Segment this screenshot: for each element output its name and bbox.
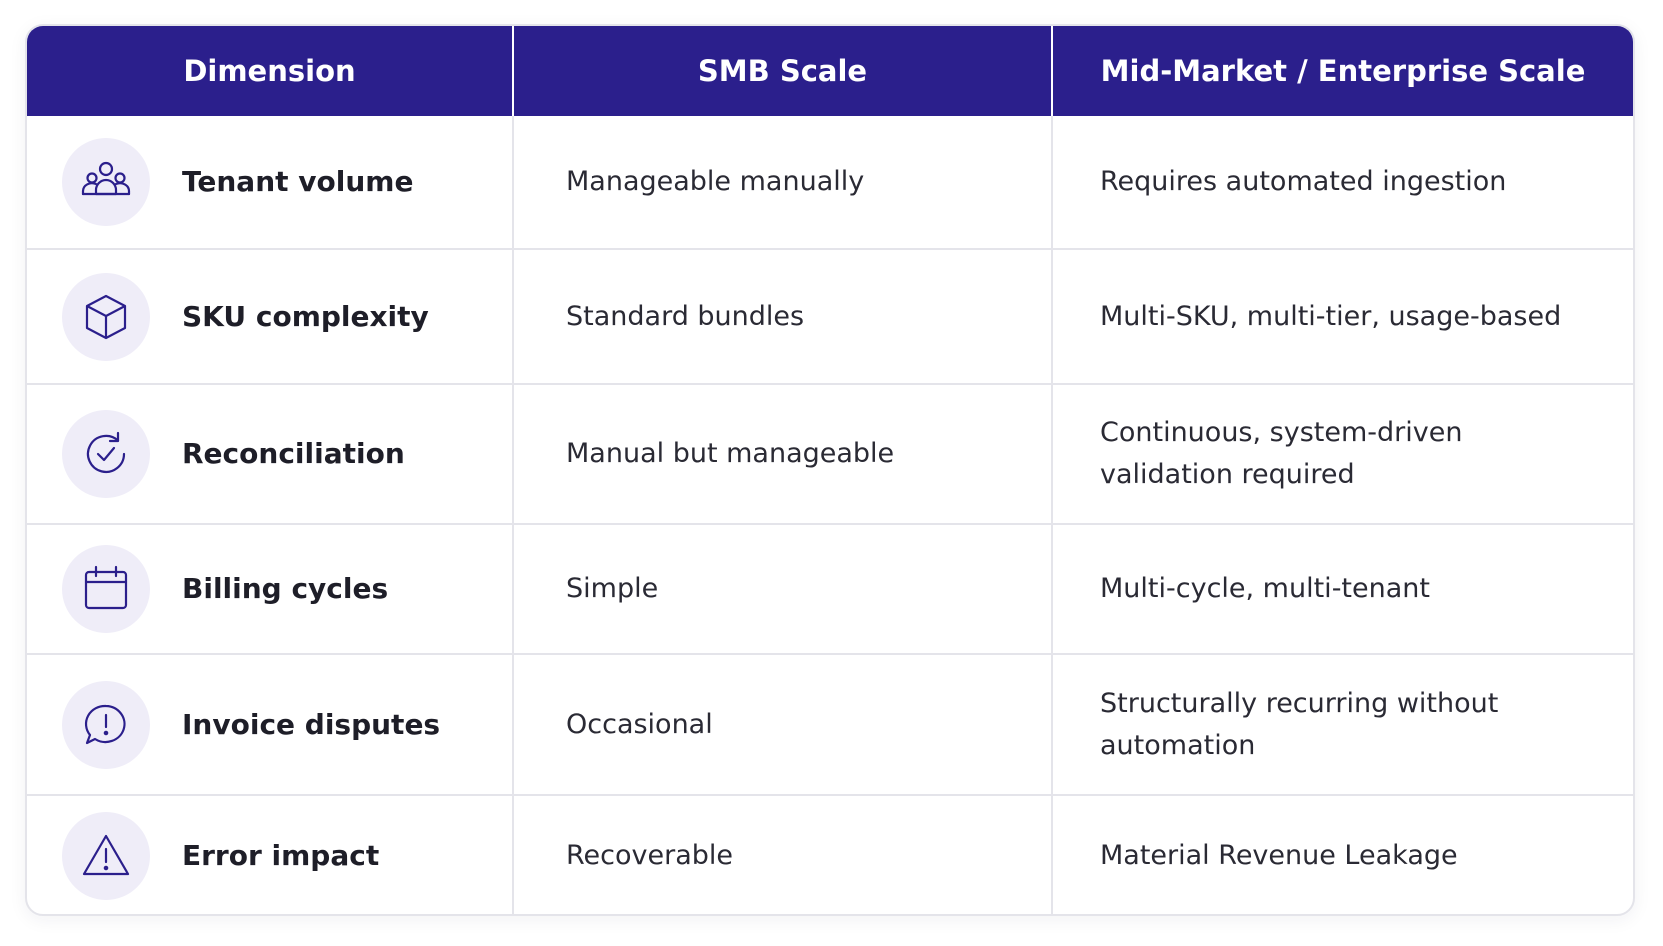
dimension-cell: Billing cycles xyxy=(27,523,513,654)
dimension-cell: Error impact xyxy=(27,794,513,914)
table-row: Invoice disputes Occasional Structurally… xyxy=(27,653,1633,795)
dimension-label: Reconciliation xyxy=(182,437,405,470)
smb-value: Manual but manageable xyxy=(512,383,1052,524)
icon-badge xyxy=(62,545,150,633)
dimension-label: Tenant volume xyxy=(182,165,414,198)
table-row: Error impact Recoverable Material Revenu… xyxy=(27,794,1633,914)
smb-value: Manageable manually xyxy=(512,116,1052,249)
dimension-label: SKU complexity xyxy=(182,299,429,333)
dimension-label: Billing cycles xyxy=(182,572,389,605)
smb-value: Occasional xyxy=(512,653,1052,795)
header-enterprise-scale: Mid-Market / Enterprise Scale xyxy=(1051,26,1633,116)
enterprise-value: Material Revenue Leakage xyxy=(1051,794,1633,914)
table-row: Billing cycles Simple Multi-cycle, multi… xyxy=(27,523,1633,654)
alert-bubble-icon xyxy=(84,704,126,744)
enterprise-value: Multi-cycle, multi-tenant xyxy=(1051,523,1633,654)
refresh-check-icon xyxy=(86,431,126,474)
cube-icon xyxy=(85,294,127,339)
smb-value: Recoverable xyxy=(512,794,1052,914)
dimension-cell: Invoice disputes xyxy=(27,653,513,795)
table-row: Reconciliation Manual but manageable Con… xyxy=(27,383,1633,524)
users-icon xyxy=(81,161,131,196)
calendar-icon xyxy=(84,565,128,610)
table-row: Tenant volume Manageable manually Requir… xyxy=(27,116,1633,249)
table-row: SKU complexity Standard bundles Multi-SK… xyxy=(27,248,1633,384)
dimension-cell: Reconciliation xyxy=(27,383,513,524)
icon-badge xyxy=(62,680,150,769)
dimension-cell: Tenant volume xyxy=(27,116,513,249)
enterprise-value: Requires automated ingestion xyxy=(1051,116,1633,249)
dimension-label: Error impact xyxy=(182,839,380,872)
enterprise-value: Structurally recurring without automatio… xyxy=(1051,653,1633,795)
icon-badge xyxy=(62,272,150,361)
smb-value: Standard bundles xyxy=(512,248,1052,384)
icon-badge xyxy=(62,410,150,498)
header-dimension: Dimension xyxy=(27,26,513,116)
enterprise-value: Continuous, system-driven validation req… xyxy=(1051,383,1633,524)
dimension-cell: SKU complexity xyxy=(27,248,513,384)
smb-value: Simple xyxy=(512,523,1052,654)
header-smb-scale: SMB Scale xyxy=(512,26,1052,116)
icon-badge xyxy=(62,812,150,900)
table-header-row: Dimension SMB Scale Mid-Market / Enterpr… xyxy=(27,26,1633,116)
warning-triangle-icon xyxy=(82,834,130,876)
icon-badge xyxy=(62,138,150,226)
enterprise-value: Multi-SKU, multi-tier, usage-based xyxy=(1051,248,1633,384)
comparison-table-card: Dimension SMB Scale Mid-Market / Enterpr… xyxy=(25,24,1635,916)
dimension-label: Invoice disputes xyxy=(182,707,441,741)
comparison-table: Dimension SMB Scale Mid-Market / Enterpr… xyxy=(27,26,1633,914)
